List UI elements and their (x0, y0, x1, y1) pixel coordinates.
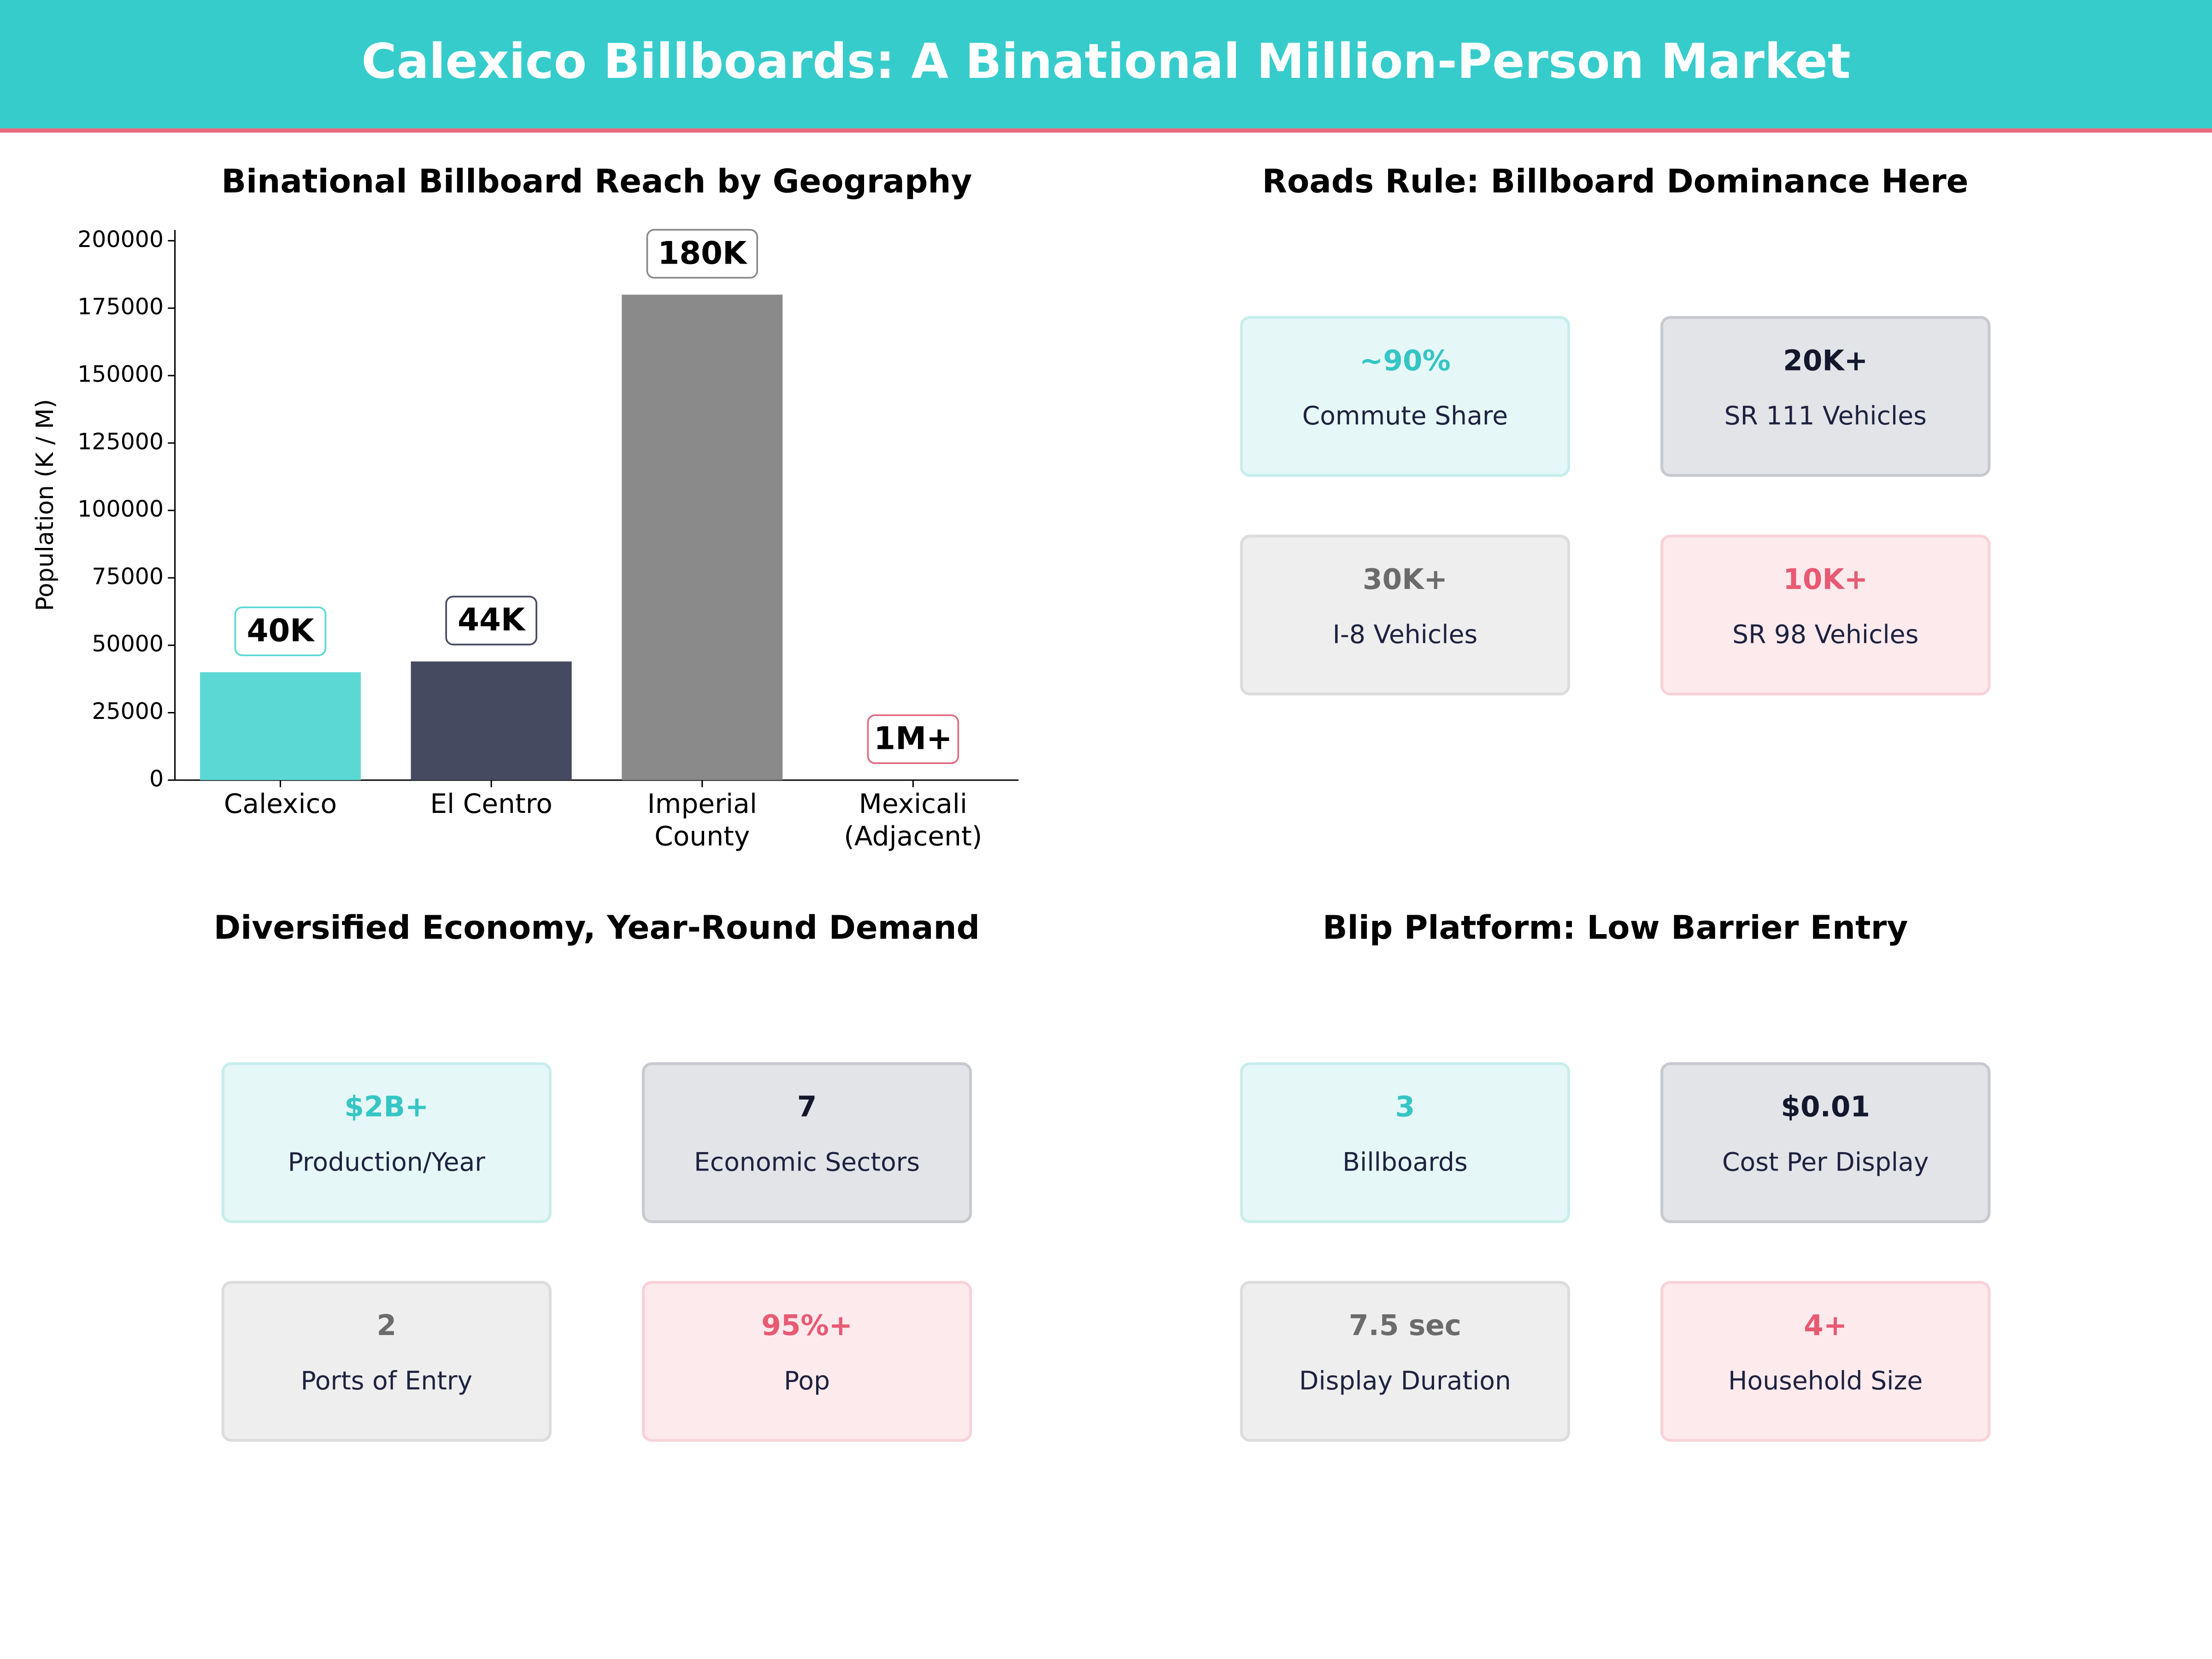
card-value: 95%+ (761, 1309, 853, 1342)
card-label: Commute Share (1302, 401, 1508, 430)
stat-card: 7.5 sec Display Duration (1240, 1281, 1571, 1442)
stat-card: 7 Economic Sectors (641, 1062, 972, 1224)
card-box (1660, 1062, 1991, 1224)
card-value: $2B+ (344, 1091, 429, 1124)
card-label: Economic Sectors (694, 1147, 920, 1177)
card-value: 7.5 sec (1349, 1309, 1461, 1342)
x-tick-label: Mexicali (Adjacent) (844, 788, 982, 852)
y-tick-label: 175000 (77, 294, 164, 320)
y-tick-label: 0 (149, 765, 164, 792)
stat-card: 2 Ports of Entry (221, 1281, 552, 1442)
card-box (1660, 316, 1991, 477)
card-label: SR 111 Vehicles (1724, 401, 1927, 430)
card-label: Production/Year (288, 1147, 486, 1177)
page-title: Calexico Billboards: A Binational Millio… (361, 33, 1851, 89)
card-label: Cost Per Display (1722, 1147, 1929, 1177)
card-box (221, 1281, 552, 1442)
stat-card: 3 Billboards (1240, 1062, 1571, 1224)
y-tick-label: 125000 (77, 429, 164, 455)
y-tick-label: 75000 (92, 563, 164, 589)
card-value: 30K+ (1363, 563, 1447, 596)
stat-card: 30K+ I-8 Vehicles (1240, 535, 1571, 696)
card-box (1660, 535, 1991, 696)
y-tick-label: 50000 (92, 631, 164, 657)
bar (411, 661, 572, 780)
x-tick-label: El Centro (430, 788, 553, 819)
bar (622, 294, 783, 780)
value-label: 40K (247, 612, 315, 649)
value-label-box (646, 229, 758, 279)
card-box (1240, 1281, 1571, 1442)
card-box (221, 1062, 552, 1224)
panel-title: Roads Rule: Billboard Dominance Here (1262, 162, 1969, 200)
stat-card: 20K+ SR 111 Vehicles (1660, 316, 1991, 477)
y-tick-label: 100000 (77, 496, 164, 522)
card-box (1240, 1062, 1571, 1224)
y-axis-label: Population (K / M) (31, 399, 59, 611)
x-tick-label: Calexico (224, 788, 337, 819)
value-label: 1M+ (874, 720, 952, 757)
card-box (641, 1281, 972, 1442)
card-label: Pop (784, 1366, 830, 1395)
card-label: Billboards (1342, 1147, 1468, 1177)
y-tick-label: 25000 (92, 698, 164, 724)
value-label-box (234, 606, 327, 656)
card-value: $0.01 (1781, 1091, 1870, 1124)
y-tick-label: 150000 (77, 361, 164, 388)
card-value: 2 (377, 1309, 396, 1342)
card-value: 3 (1395, 1091, 1415, 1124)
x-tick-label: Imperial County (647, 788, 757, 852)
card-value: 7 (797, 1091, 817, 1124)
chart-title: Binational Billboard Reach by Geography (221, 162, 972, 200)
y-tick-label: 200000 (77, 226, 164, 253)
stat-card: 4+ Household Size (1660, 1281, 1991, 1442)
card-box (1660, 1281, 1991, 1442)
stat-card: $0.01 Cost Per Display (1660, 1062, 1991, 1224)
card-value: 10K+ (1783, 563, 1868, 596)
card-label: SR 98 Vehicles (1732, 620, 1918, 649)
panel-title: Diversified Economy, Year-Round Demand (214, 909, 980, 947)
panel-title: Blip Platform: Low Barrier Entry (1323, 909, 1908, 947)
stat-card: 95%+ Pop (641, 1281, 972, 1442)
header-bar (0, 0, 2212, 129)
header-rule (0, 128, 2212, 133)
card-label: Household Size (1728, 1366, 1923, 1395)
card-label: Ports of Entry (300, 1366, 472, 1395)
card-label: I-8 Vehicles (1333, 620, 1477, 649)
value-label-box (867, 714, 959, 764)
card-box (1240, 535, 1571, 696)
stat-card: ~90% Commute Share (1240, 316, 1571, 477)
card-value: 20K+ (1783, 344, 1868, 377)
value-label-box (445, 595, 537, 646)
value-label: 44K (458, 601, 526, 638)
value-label: 180K (658, 235, 748, 271)
stat-card: $2B+ Production/Year (221, 1062, 552, 1224)
card-box (641, 1062, 972, 1224)
stat-card: 10K+ SR 98 Vehicles (1660, 535, 1991, 696)
card-value: 4+ (1804, 1309, 1847, 1342)
card-label: Display Duration (1299, 1366, 1511, 1395)
bar (200, 672, 361, 780)
card-box (1240, 316, 1571, 477)
card-value: ~90% (1359, 344, 1451, 377)
